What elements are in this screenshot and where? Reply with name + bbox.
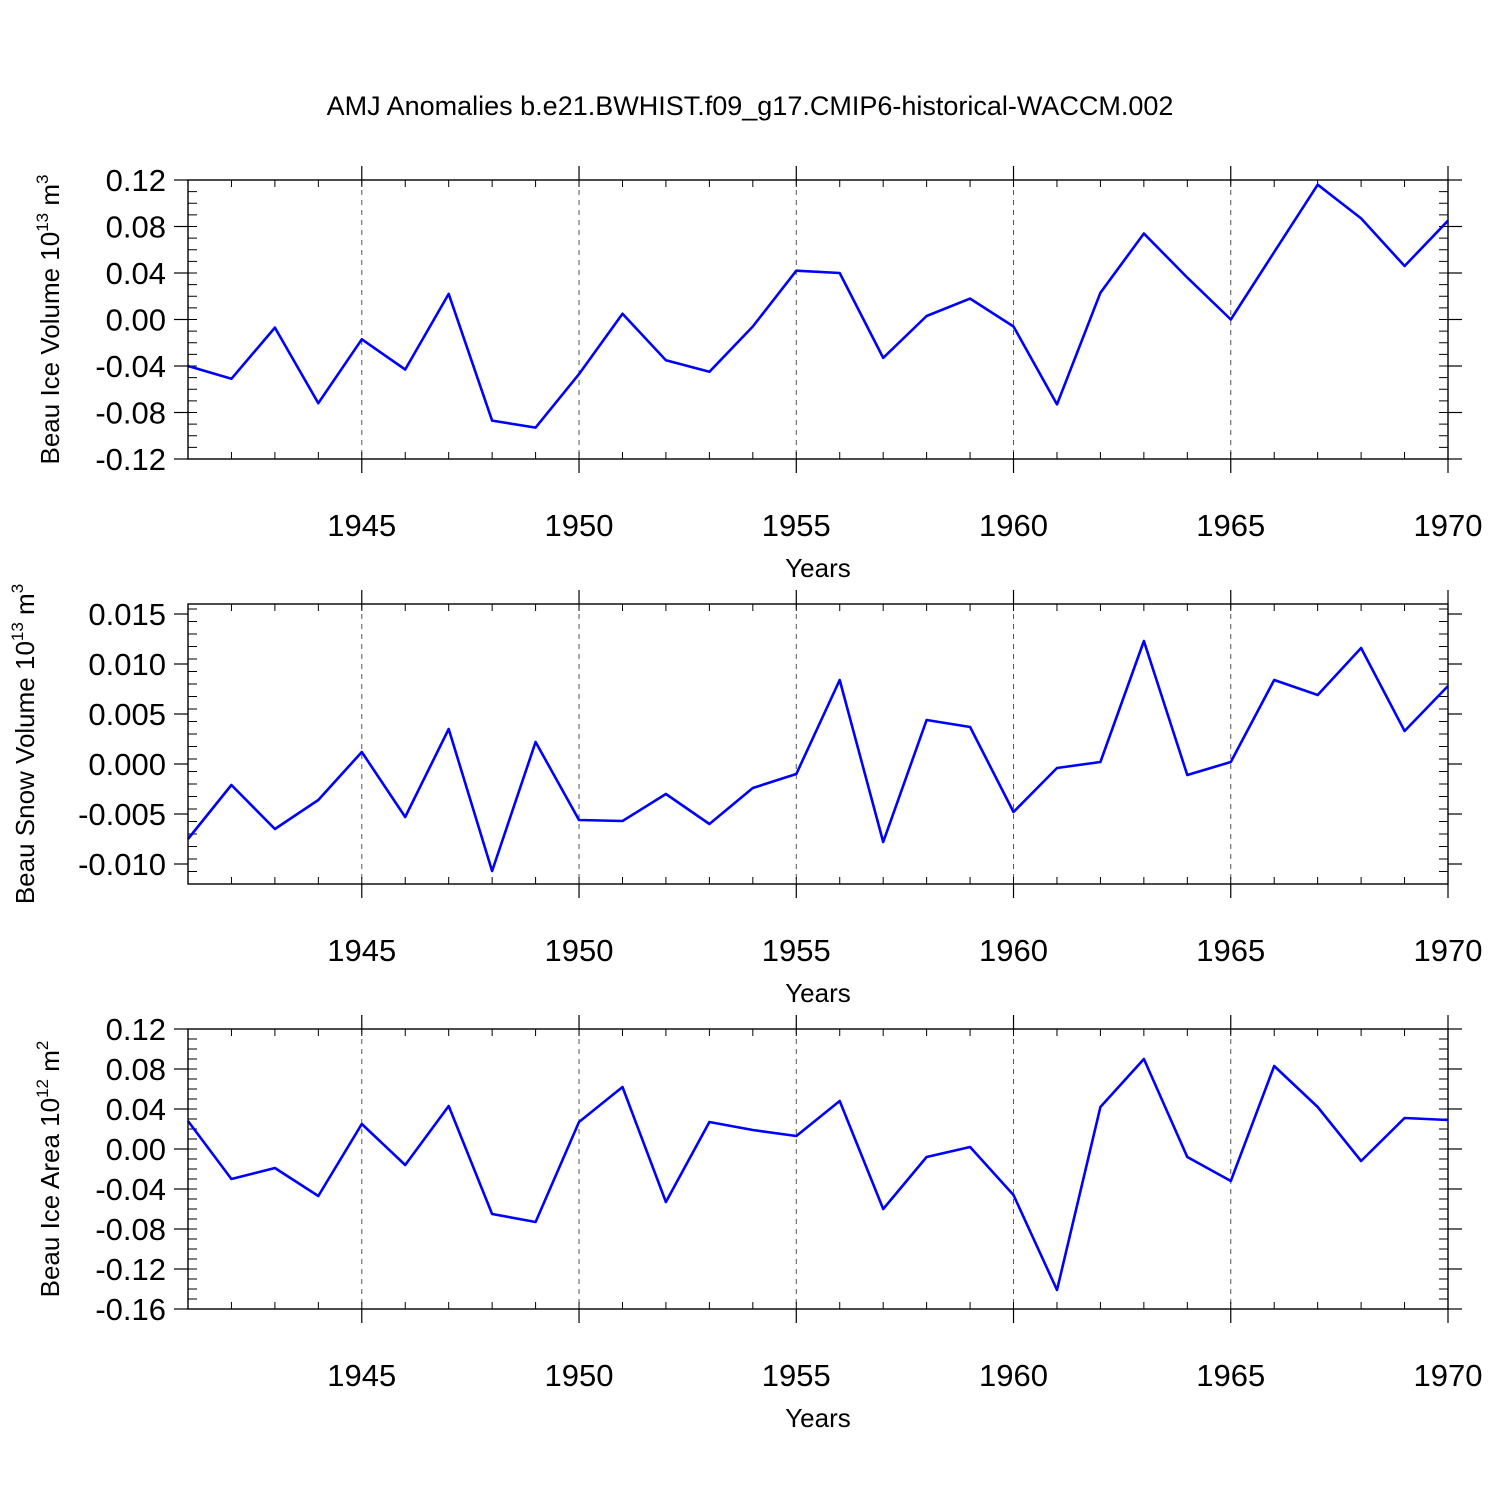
y-axis-label-part: 13 [33, 213, 52, 232]
x-axis-label: Years [785, 1403, 851, 1433]
x-tick-label: 1950 [545, 933, 614, 968]
panel-2: -0.010 -0.005 0.000 0.005 0.010 0.015 1945 1950… [8, 584, 1482, 1008]
x-axis-label: Years [785, 553, 851, 583]
y-axis-label-part: 3 [33, 175, 52, 184]
x-tick-label: 1955 [762, 1358, 831, 1393]
x-tick-label: 1945 [327, 933, 396, 968]
y-tick-label: -0.08 [95, 396, 166, 431]
panel-3: -0.16 -0.12 -0.08 -0.04 0.00 0.04 0.08 0.12 1945… [33, 1012, 1482, 1433]
y-axis-label-text: Beau Snow Volume 10 [10, 641, 40, 904]
x-tick-label: 1960 [979, 933, 1048, 968]
y-tick-label: -0.08 [95, 1212, 166, 1247]
x-tick-label: 1970 [1414, 508, 1483, 543]
series-line [187, 183, 1449, 429]
y-tick-label: 0.04 [106, 1092, 166, 1127]
x-tick-label: 1950 [545, 508, 614, 543]
plot-frame [187, 603, 1449, 885]
y-tick-label: 0.010 [88, 647, 166, 682]
x-tick-label: 1960 [979, 508, 1048, 543]
y-axis-label: Beau Snow Volume 1013 m3 [8, 584, 40, 904]
x-tick-label: 1945 [327, 1358, 396, 1393]
panel-1: -0.12 -0.08 -0.04 0.00 0.04 0.08 0.12 1945 1950 1… [33, 163, 1482, 583]
y-axis-label-part: 12 [33, 1079, 52, 1098]
y-tick-label: 0.015 [88, 597, 166, 632]
y-tick-label: 0.000 [88, 747, 166, 782]
x-tick-label: 1955 [762, 508, 831, 543]
y-tick-label: -0.04 [95, 349, 166, 384]
plot-frame [187, 179, 1449, 460]
panels: -0.12 -0.08 -0.04 0.00 0.04 0.08 0.12 1945 1950 1… [8, 163, 1482, 1433]
plot-frame [187, 1028, 1449, 1310]
x-tick-label: 1960 [979, 1358, 1048, 1393]
x-tick-label: 1965 [1196, 508, 1265, 543]
y-tick-label: -0.12 [95, 442, 166, 477]
x-tick-label: 1970 [1414, 933, 1483, 968]
y-axis-label-part: m [10, 593, 40, 622]
y-tick-label: 0.12 [106, 1012, 166, 1047]
y-axis-label-part: m [35, 1050, 65, 1079]
y-tick-label: 0.12 [106, 163, 166, 198]
y-axis-label-part: 3 [8, 584, 27, 593]
y-axis-label-text: Beau Ice Area 10 [35, 1098, 65, 1297]
x-axis-label: Years [785, 978, 851, 1008]
y-axis-label: Beau Ice Area 1012 m2 [33, 1041, 65, 1298]
x-tick-label: 1965 [1196, 1358, 1265, 1393]
y-tick-label: 0.00 [106, 303, 166, 338]
y-axis-label-part: 2 [33, 1041, 52, 1050]
y-tick-label: -0.16 [95, 1292, 166, 1327]
y-tick-label: -0.010 [78, 847, 166, 882]
y-tick-label: 0.08 [106, 1052, 166, 1087]
y-tick-label: -0.04 [95, 1172, 166, 1207]
chart-title: AMJ Anomalies b.e21.BWHIST.f09_g17.CMIP6… [327, 91, 1174, 121]
y-axis-label-part: 13 [8, 622, 27, 641]
y-axis-label-part: m [35, 184, 65, 213]
y-axis-label-text: Beau Ice Volume 10 [35, 232, 65, 465]
series-line [186, 1057, 1449, 1292]
x-tick-label: 1945 [327, 508, 396, 543]
y-tick-label: -0.12 [95, 1252, 166, 1287]
y-tick-label: -0.005 [78, 797, 166, 832]
y-tick-label: 0.005 [88, 697, 166, 732]
y-tick-label: 0.08 [106, 210, 166, 245]
series-line [186, 639, 1449, 873]
x-tick-label: 1955 [762, 933, 831, 968]
x-tick-label: 1950 [545, 1358, 614, 1393]
x-tick-label: 1970 [1414, 1358, 1483, 1393]
y-tick-label: 0.00 [106, 1132, 166, 1167]
y-tick-label: 0.04 [106, 256, 166, 291]
y-axis-label: Beau Ice Volume 1013 m3 [33, 175, 65, 465]
x-tick-label: 1965 [1196, 933, 1265, 968]
